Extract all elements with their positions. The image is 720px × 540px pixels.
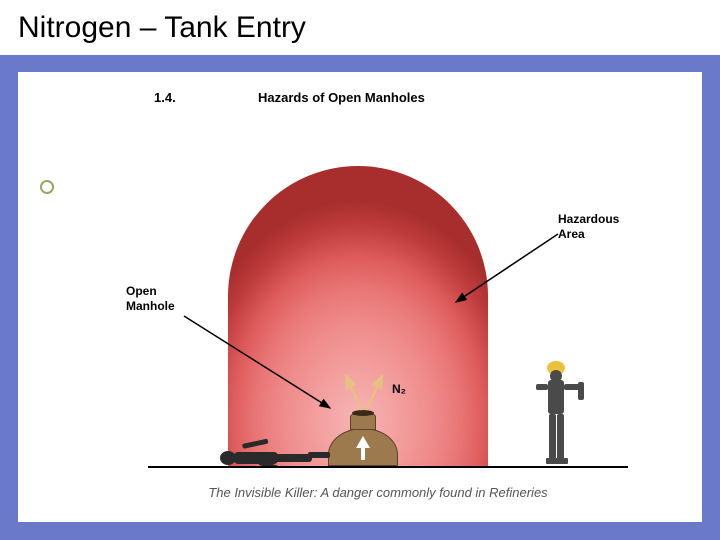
ground-line bbox=[148, 466, 628, 468]
figure-title: Hazards of Open Manholes bbox=[258, 90, 425, 105]
figure-caption: The Invisible Killer: A danger commonly … bbox=[118, 485, 638, 500]
manhole-neck bbox=[350, 414, 376, 430]
label-open-manhole: OpenManhole bbox=[126, 284, 186, 314]
up-arrow-icon bbox=[356, 434, 370, 460]
bullet-icon bbox=[40, 180, 54, 194]
n2-label: N₂ bbox=[392, 382, 406, 396]
label-hazardous-area: HazardousArea bbox=[558, 212, 638, 242]
worker-collapsed bbox=[214, 434, 334, 468]
hazard-diagram: 1.4. Hazards of Open Manholes bbox=[118, 84, 638, 504]
worker-standing bbox=[526, 356, 586, 466]
section-number: 1.4. bbox=[154, 90, 176, 105]
arrow-open-manhole bbox=[178, 310, 348, 430]
n2-arrows-icon bbox=[340, 368, 388, 412]
arrow-hazardous-area bbox=[438, 224, 568, 324]
title-bar: Nitrogen – Tank Entry bbox=[0, 0, 720, 58]
slide-title: Nitrogen – Tank Entry bbox=[18, 11, 306, 45]
content-panel: 1.4. Hazards of Open Manholes bbox=[18, 72, 702, 522]
